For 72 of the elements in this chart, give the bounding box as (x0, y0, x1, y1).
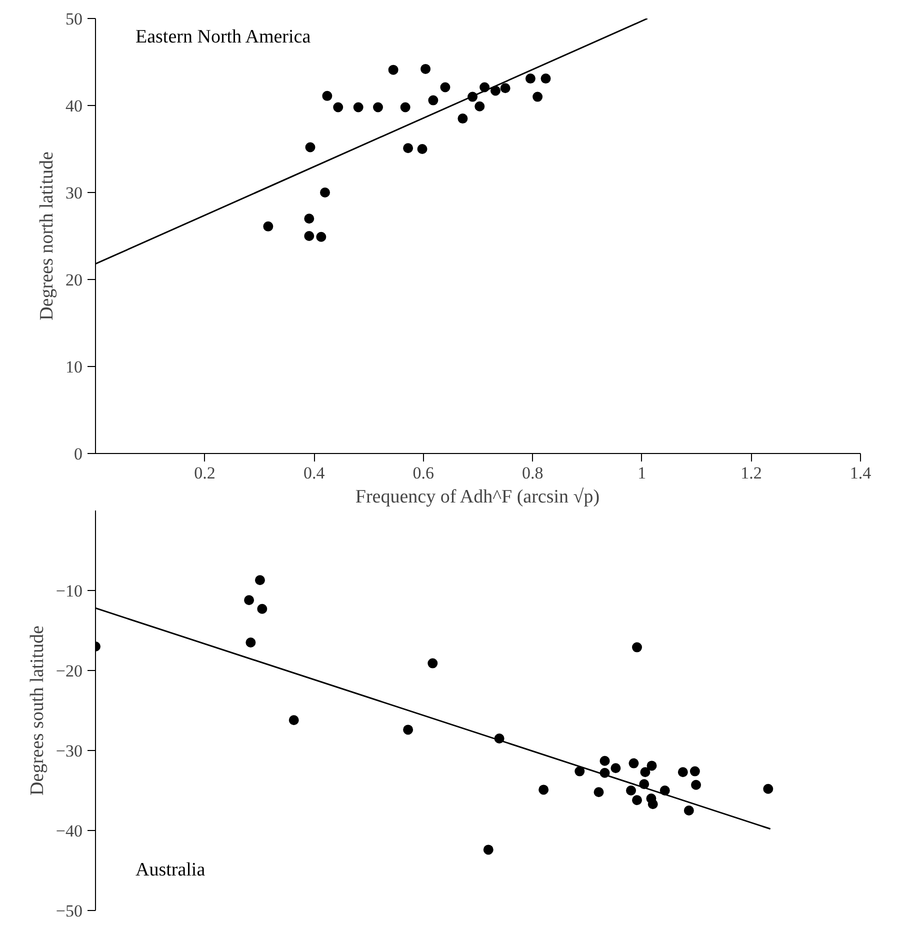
point (540, 74, 551, 84)
point (632, 642, 642, 652)
x-tick-label: 0.6 (412, 464, 434, 482)
x-tick-label: 0.2 (194, 464, 216, 482)
point (610, 763, 621, 774)
point (353, 102, 364, 112)
point (420, 64, 431, 74)
y-tick-label: −30 (56, 742, 83, 760)
point (304, 214, 314, 224)
y-tick-label: −50 (56, 902, 83, 920)
y-tick-label: 40 (66, 96, 82, 116)
point (684, 806, 694, 816)
y-tick-label: 30 (66, 184, 82, 202)
x-tick-label: 0.8 (522, 464, 544, 482)
point (691, 780, 702, 790)
point (388, 64, 398, 75)
point (574, 766, 585, 776)
point (646, 760, 657, 771)
point (263, 221, 274, 232)
point (244, 595, 254, 606)
point (763, 784, 774, 794)
point (538, 784, 549, 795)
point (428, 95, 438, 106)
chart-title: Eastern North America (136, 26, 312, 48)
point (257, 604, 268, 614)
x-tick-label: 1.4 (850, 464, 872, 482)
y-tick-label: 50 (66, 10, 82, 28)
point (483, 844, 494, 855)
point (320, 188, 330, 198)
point (246, 638, 256, 648)
point (490, 86, 500, 96)
point (316, 232, 326, 242)
point (532, 92, 543, 102)
point (333, 102, 344, 112)
point (440, 82, 450, 92)
point (373, 102, 384, 112)
point (626, 786, 636, 796)
point (600, 756, 610, 766)
y-axis-title: Degrees south latitude (26, 626, 48, 796)
point (640, 767, 650, 778)
x-axis-title: Frequency of Adh^F (arcsin √p) (355, 486, 600, 508)
point (690, 766, 700, 776)
point (594, 787, 604, 798)
point (254, 575, 265, 586)
y-tick-label: 0 (74, 444, 82, 464)
y-axis-title: Degrees north latitude (36, 152, 58, 320)
point (525, 74, 536, 84)
point (400, 102, 410, 112)
x-tick-label: 1.2 (740, 464, 762, 482)
point (628, 758, 639, 768)
x-tick-label: 0.4 (303, 464, 326, 482)
point (305, 142, 316, 152)
y-tick-label: −20 (56, 662, 83, 680)
point (474, 101, 485, 112)
point (648, 799, 658, 810)
point (428, 658, 438, 668)
point (678, 767, 688, 778)
y-tick-label: 20 (66, 270, 82, 290)
point (417, 144, 428, 154)
x-tick-label: 1 (638, 464, 646, 482)
y-tick-label: 10 (66, 358, 82, 376)
point (458, 114, 468, 124)
text: Australia (136, 860, 206, 880)
y-tick-label: −40 (56, 822, 83, 840)
point (632, 795, 642, 806)
point (500, 83, 510, 94)
point (403, 143, 414, 154)
point (403, 724, 414, 735)
point (304, 231, 314, 241)
point (322, 90, 332, 101)
point (288, 715, 299, 726)
y-tick-label: −10 (56, 582, 83, 600)
